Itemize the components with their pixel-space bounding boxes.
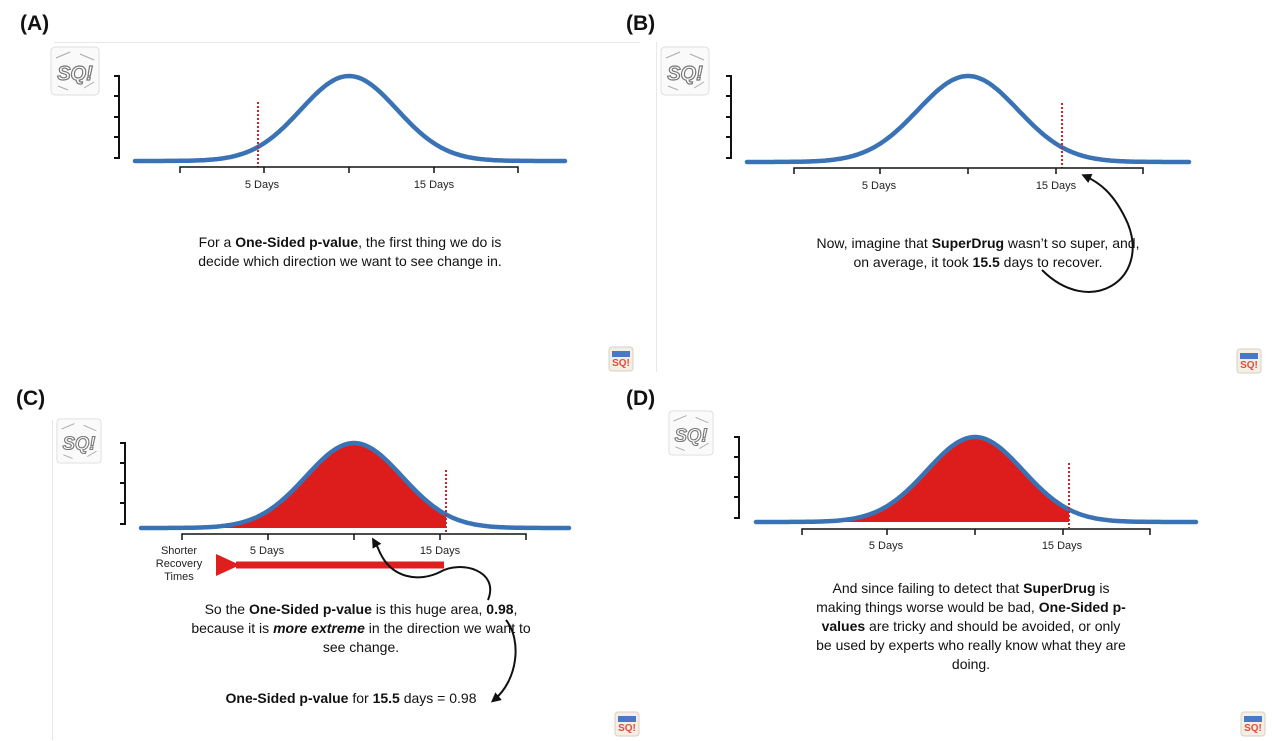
caption-bold-term: One-Sided p-values (821, 599, 1126, 634)
caption-text: days to recover. (999, 254, 1103, 270)
panel-d-label: (D) (626, 387, 656, 410)
logo-text: SQ! (1240, 360, 1258, 371)
panel-d-caption: And since failing to detect that SuperDr… (812, 579, 1130, 674)
panel-c-result-pointer-arrow (490, 619, 517, 703)
logo-large-c: SQ! (56, 418, 102, 464)
result-text: days = 0.98 (399, 690, 477, 706)
panel-a-distribution-curve (132, 73, 568, 164)
panel-b-plot: 5 Days 15 Days (726, 73, 1192, 293)
panel-c-arrow-label: Shorter Recovery Times (155, 545, 203, 583)
panel-c-area-pointer-arrow (372, 537, 492, 601)
panel-a-tick-15-days: 15 Days (414, 179, 455, 191)
caption-bold-term: SuperDrug (1023, 580, 1096, 596)
caption-text: Now, imagine that (816, 235, 932, 251)
caption-text: So the (204, 601, 249, 617)
panel-a-plot: 5 Days 15 Days (114, 73, 568, 191)
logo-text: SQ! (675, 424, 708, 445)
logo-text: SQ! (618, 723, 636, 734)
logo-text: SQ! (667, 63, 703, 85)
panel-a-tick-5-days: 5 Days (245, 179, 280, 191)
caption-bold-term: SuperDrug (931, 235, 1005, 251)
result-bold-term: One-Sided p-value (225, 690, 349, 706)
panel-a-caption: For a One-Sided p-value, the first thing… (190, 233, 510, 271)
panel-b-distribution-curve (744, 73, 1192, 165)
result-text: for (348, 690, 373, 706)
panel-c-distribution-curve (138, 440, 572, 531)
logo-small-d: SQ! (1240, 711, 1266, 737)
panel-d-tick-5-days: 5 Days (869, 540, 904, 552)
panel-d-plot: 5 Days 15 Days (734, 434, 1199, 552)
caption-bold-term: One-Sided p-value (235, 234, 359, 250)
panel-b-pointer-arrow (1041, 173, 1134, 293)
caption-text: And since failing to detect that (832, 580, 1024, 596)
caption-text: wasn’t so super, and, on average, it too… (853, 235, 1140, 270)
panel-c-label: (C) (16, 387, 46, 410)
panel-d-x-axis (801, 528, 1151, 535)
logo-text: SQ! (1244, 723, 1262, 734)
caption-bold-number: 15.5 (972, 254, 1000, 270)
panel-d-tick-15-days: 15 Days (1042, 540, 1083, 552)
panel-c-caption: So the One-Sided p-value is this huge ar… (186, 600, 536, 657)
panel-c-tick-5-days: 5 Days (250, 545, 285, 557)
logo-text: SQ! (57, 63, 93, 85)
panel-d-distribution-curve (753, 434, 1199, 525)
logo-large-d: SQ! (668, 410, 714, 456)
panel-a-right-border (656, 42, 657, 372)
panel-c-tick-15-days: 15 Days (420, 545, 461, 557)
panel-b-tick-5-days: 5 Days (862, 180, 897, 192)
caption-text: is this huge area, (371, 601, 487, 617)
caption-text: is making things worse would be bad, (816, 580, 1110, 615)
caption-text: For a (198, 234, 236, 250)
logo-small-b: SQ! (1236, 348, 1262, 374)
caption-text: in the direction we want to see change. (322, 620, 531, 655)
panel-c-shaded-area (160, 443, 446, 528)
caption-text: , because it is (191, 601, 518, 636)
panel-a-top-border (54, 42, 640, 43)
panel-c-plot: 5 Days 15 Days (120, 440, 572, 703)
caption-text: , the first thing we do is decide which … (198, 234, 502, 269)
panel-c-result-line: One-Sided p-value for 15.5 days = 0.98 (196, 689, 506, 708)
panel-b-label: (B) (626, 12, 656, 35)
panel-b-caption: Now, imagine that SuperDrug wasn’t so su… (808, 234, 1148, 272)
logo-small-a: SQ! (608, 346, 634, 372)
panel-c-left-border (52, 420, 53, 740)
logo-text: SQ! (63, 432, 96, 453)
panel-b-tick-15-days: 15 Days (1036, 180, 1077, 192)
result-bold-number: 15.5 (372, 690, 400, 706)
logo-small-c: SQ! (614, 711, 640, 737)
logo-large-b: SQ! (660, 46, 710, 96)
caption-bold-number: 0.98 (486, 601, 514, 617)
panel-a-label: (A) (20, 12, 50, 35)
logo-large-a: SQ! (50, 46, 100, 96)
caption-text: are tricky and should be avoided, or onl… (816, 618, 1126, 672)
logo-text: SQ! (612, 358, 630, 369)
caption-bold-term: One-Sided p-value (248, 601, 372, 617)
caption-bold-italic: more extreme (273, 620, 365, 636)
